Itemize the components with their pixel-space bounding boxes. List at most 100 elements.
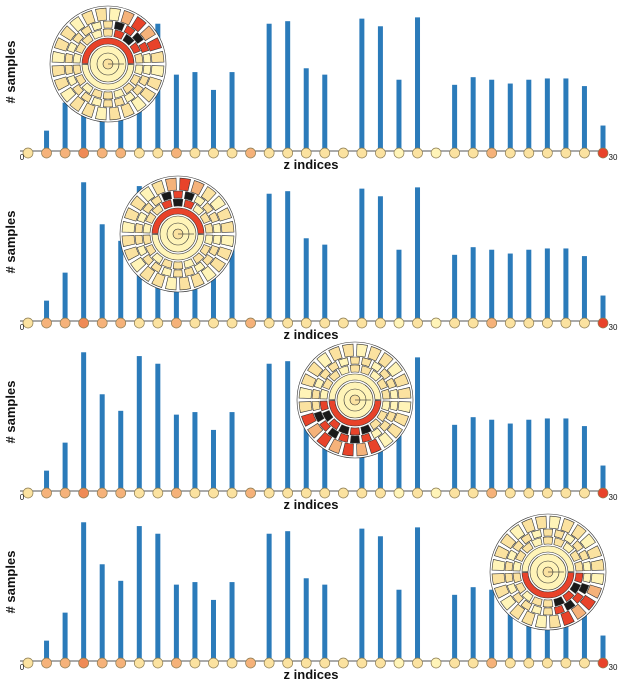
radial-segment <box>342 343 354 358</box>
bar-z30 <box>581 86 587 151</box>
chart-panel-1: # samples 0 30 z indices <box>3 5 618 172</box>
radial-segment <box>520 533 533 545</box>
radial-segment <box>521 541 534 554</box>
z-dot-10 <box>208 657 219 669</box>
radial-segment <box>319 388 329 400</box>
z-dot-7 <box>152 317 164 329</box>
tick-label-end: 30 <box>609 323 618 332</box>
radial-segment <box>145 244 157 256</box>
radial-segment <box>220 235 235 247</box>
radial-segment <box>132 84 144 96</box>
tick-label-end: 30 <box>609 493 618 502</box>
bar-z6 <box>136 356 142 491</box>
z-dot-12 <box>245 147 256 159</box>
radial-segment <box>173 190 183 199</box>
radial-segment <box>322 410 334 422</box>
chart-panel-4: # samples 0 30 z indices <box>3 513 618 681</box>
radial-segment <box>200 186 217 203</box>
radial-segment <box>208 244 220 257</box>
z-dot-13 <box>263 147 275 159</box>
bar-z4 <box>99 224 105 321</box>
radial-segment <box>376 410 388 422</box>
z-dot-14 <box>282 657 294 669</box>
radial-segment <box>563 533 576 545</box>
z-dot-2 <box>59 317 71 329</box>
radial-segment <box>377 431 394 448</box>
tick-label-start: 0 <box>20 663 25 672</box>
z-dot-4 <box>96 657 108 669</box>
z-dot-19 <box>375 487 386 499</box>
radial-segment <box>130 16 147 33</box>
radial-segment <box>367 346 382 362</box>
z-dot-21 <box>412 657 423 669</box>
z-dot-28 <box>542 487 553 499</box>
radial-segment <box>319 368 331 380</box>
z-dot-24 <box>467 317 479 329</box>
radial-inner-hot <box>81 37 135 64</box>
radial-segment <box>81 82 94 95</box>
radial-segment <box>316 431 333 448</box>
radial-segment <box>316 352 333 369</box>
radial-segment <box>298 401 313 413</box>
z-dot-23 <box>449 317 460 329</box>
radial-segment <box>531 604 542 615</box>
bar-z27 <box>526 419 532 491</box>
bar-z18 <box>359 188 365 321</box>
radial-segment <box>385 377 397 390</box>
z-dot-9 <box>189 487 201 499</box>
radial-inner-hot <box>151 207 205 234</box>
radial-segment <box>95 7 107 22</box>
bar-z25 <box>489 589 495 661</box>
x-axis-label: z indices <box>284 327 339 342</box>
bar-z10 <box>210 89 216 151</box>
z-dot-17 <box>337 147 349 159</box>
radial-segment <box>379 420 391 432</box>
z-dot-11 <box>226 487 238 499</box>
radial-segment <box>199 212 211 224</box>
z-dot-6 <box>133 147 145 159</box>
z-dot-1 <box>41 317 52 329</box>
radial-segment <box>134 222 144 234</box>
radial-segment <box>328 346 343 362</box>
bar-z9 <box>192 582 198 661</box>
bar-z2 <box>62 612 68 661</box>
radial-segment <box>579 533 596 550</box>
radial-segment <box>151 272 166 288</box>
bar-z31 <box>600 465 606 491</box>
radial-segment <box>123 91 136 103</box>
z-dot-15 <box>300 147 312 159</box>
z-dot-24 <box>467 487 479 499</box>
radial-segment <box>142 64 152 76</box>
bar-z31 <box>600 125 606 151</box>
radial-segment <box>301 412 317 427</box>
bar-z23 <box>452 594 458 661</box>
radial-segment <box>139 25 156 42</box>
bar-z16 <box>322 74 328 151</box>
z-dot-25 <box>486 487 498 499</box>
radial-segment <box>506 549 518 562</box>
z-dot-8 <box>171 657 182 669</box>
bar-z20 <box>396 79 402 151</box>
radial-segment <box>560 610 575 626</box>
radial-segment <box>120 102 135 118</box>
radial-segment <box>562 590 575 603</box>
radial-segment <box>338 432 349 443</box>
radial-segment <box>179 177 191 192</box>
z-dot-19 <box>375 147 386 159</box>
z-dot-6 <box>133 317 145 329</box>
radial-segment <box>350 435 360 444</box>
z-dot-1 <box>41 487 52 499</box>
radial-segment <box>361 357 372 368</box>
radial-segment <box>491 559 506 571</box>
z-dot-5 <box>115 487 127 499</box>
radial-segment <box>377 352 394 369</box>
radial-segment <box>202 254 214 266</box>
radial-segment <box>590 559 605 571</box>
bar-z13 <box>266 23 272 151</box>
tick-label-end: 30 <box>609 153 618 162</box>
z-dot-27 <box>523 657 535 669</box>
z-dot-8 <box>171 487 182 499</box>
z-dot-31 <box>597 487 609 499</box>
radial-diagram <box>49 5 167 123</box>
z-dot-11 <box>226 317 238 329</box>
